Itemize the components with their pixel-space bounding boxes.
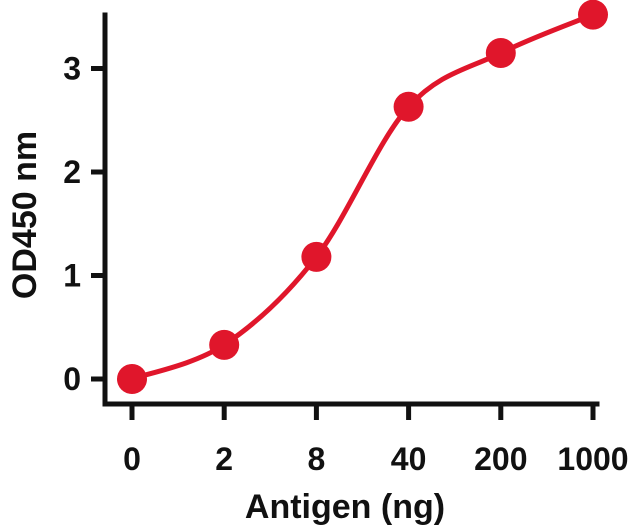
- x-tick-label: 40: [391, 441, 427, 477]
- x-ticks: 0 2 8 40 200 1000: [123, 404, 629, 477]
- x-tick-label: 1000: [557, 441, 628, 477]
- data-point: [578, 0, 608, 30]
- data-point: [485, 37, 516, 68]
- y-tick-label: 3: [63, 51, 81, 87]
- y-ticks: 0 1 2 3: [63, 51, 105, 397]
- y-axis-title: OD450 nm: [6, 131, 44, 299]
- x-tick-label: 200: [474, 441, 527, 477]
- data-points: [117, 0, 608, 394]
- x-tick-label: 0: [123, 441, 141, 477]
- data-point: [393, 91, 424, 122]
- axes: [102, 12, 600, 407]
- x-tick-label: 2: [215, 441, 233, 477]
- y-tick-label: 0: [63, 361, 81, 397]
- data-point: [301, 241, 332, 272]
- fitted-curve: [129, 12, 596, 382]
- x-tick-label: 8: [308, 441, 326, 477]
- data-point: [117, 364, 147, 394]
- y-tick-label: 1: [63, 258, 81, 294]
- x-axis-title: Antigen (ng): [245, 488, 445, 526]
- y-tick-label: 2: [63, 154, 81, 190]
- data-point: [209, 329, 240, 360]
